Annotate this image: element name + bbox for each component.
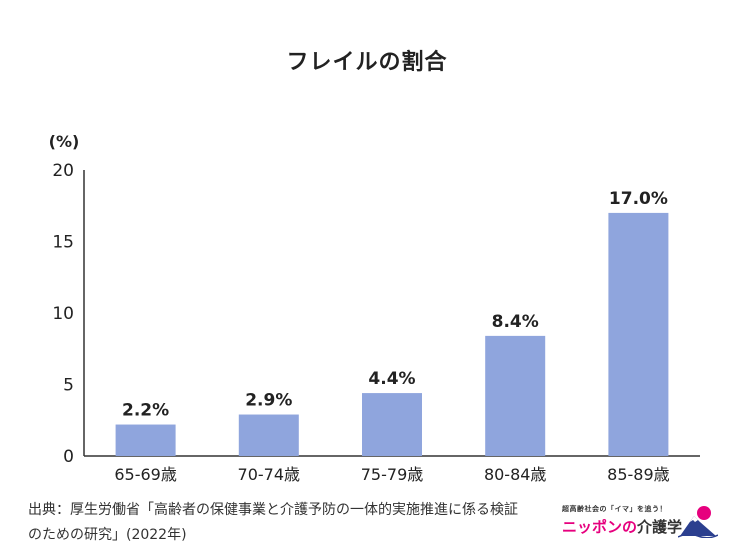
brand-logo: 超高齢社会の「イマ」を追う！ ニッポンの介護学 (560, 496, 720, 542)
bar-chart: (%) 0 5 10 15 20 2.2% 65-69歳 2.9% 70-74歳 4.4% 75-79… (49, 132, 700, 484)
bar (238, 414, 299, 456)
source-citation: 出典：厚生労働省「高齢者の保健事業と介護予防の一体的実施推進に係る検証 のための… (28, 498, 568, 548)
source-line-1: 出典：厚生労働省「高齢者の保健事業と介護予防の一体的実施推進に係る検証 (28, 502, 518, 518)
y-tick-label: 10 (52, 304, 74, 324)
x-tick-label: 85-89歳 (607, 465, 670, 484)
logo-name: ニッポンの介護学 (562, 516, 682, 537)
bar-data-label: 17.0% (609, 189, 668, 209)
y-tick-label: 5 (63, 376, 74, 396)
logo-name-part1: ニッポンの (562, 518, 638, 536)
logo-tagline: 超高齢社会の「イマ」を追う！ (562, 505, 667, 513)
mount-fuji-icon (678, 506, 718, 538)
logo-name-part2: 介護学 (637, 518, 683, 536)
x-tick-label: 65-69歳 (114, 465, 177, 484)
y-tick-label: 15 (52, 233, 74, 253)
bar-data-label: 8.4% (492, 312, 539, 332)
x-tick-label: 70-74歳 (238, 465, 301, 484)
bar-data-label: 2.9% (245, 391, 292, 411)
y-tick-label: 0 (63, 447, 74, 467)
bar-data-label: 2.2% (122, 401, 169, 421)
chart-title: フレイルの割合 (286, 50, 448, 75)
x-tick-label: 75-79歳 (361, 465, 424, 484)
y-axis-unit-label: (%) (49, 132, 80, 151)
x-tick-label: 80-84歳 (484, 465, 547, 484)
bar (485, 335, 546, 456)
y-tick-label: 20 (52, 161, 74, 181)
bar (608, 212, 669, 456)
bar (362, 393, 422, 456)
source-line-2: のための研究」(2022年) (28, 527, 187, 543)
bar (115, 424, 176, 456)
bar-data-label: 4.4% (368, 369, 415, 389)
